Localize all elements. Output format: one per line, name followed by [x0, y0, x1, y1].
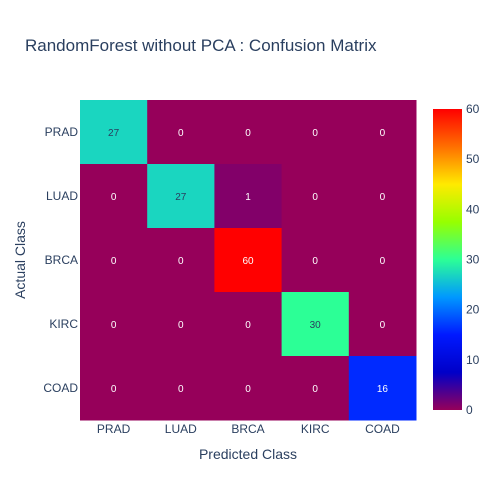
- colorbar-tick-label: 10: [466, 353, 480, 367]
- heatmap-cell: [281, 292, 350, 357]
- cell-value-label: 0: [111, 384, 117, 395]
- heatmap-cell: [348, 100, 417, 165]
- heatmap-cell: [281, 164, 350, 229]
- heatmap-cell: [214, 228, 283, 293]
- x-axis-title: Predicted Class: [199, 446, 297, 462]
- heatmap-cell: [80, 164, 148, 229]
- heatmap-cell: [214, 356, 283, 421]
- colorbar-tick-label: 0: [466, 403, 473, 417]
- heatmap-cells: [80, 100, 417, 421]
- cell-value-label: 0: [245, 384, 251, 395]
- colorbar: [433, 109, 462, 410]
- heatmap-cell: [348, 228, 417, 293]
- x-tick-label: BRCA: [231, 422, 264, 436]
- heatmap-cell: [348, 292, 417, 357]
- heatmap-cell: [281, 100, 350, 165]
- heatmap-cell: [147, 292, 215, 357]
- y-tick-label: LUAD: [46, 189, 78, 203]
- cell-value-label: 0: [245, 128, 251, 139]
- heatmap-cell: [214, 100, 283, 165]
- colorbar-tick-label: 30: [466, 253, 480, 267]
- x-tick-label: COAD: [365, 422, 400, 436]
- colorbar-tick-label: 40: [466, 202, 480, 216]
- y-tick-label: PRAD: [45, 125, 79, 139]
- heatmap-cell: [80, 356, 148, 421]
- cell-value-label: 27: [108, 128, 120, 139]
- cell-value-label: 0: [312, 128, 318, 139]
- cell-value-label: 0: [111, 320, 117, 331]
- heatmap-cell: [147, 164, 215, 229]
- heatmap-cell: [348, 356, 417, 421]
- heatmap-cell: [281, 228, 350, 293]
- cell-value-label: 0: [178, 320, 184, 331]
- x-tick-label: PRAD: [97, 422, 131, 436]
- heatmap-cell-labels: 27 0 0 0 0 0 27 1 0 0 0 0 60 0 0 0 0 0 30 0 0 0 0 0 16: [108, 128, 388, 395]
- y-tick-label: KIRC: [49, 317, 78, 331]
- cell-value-label: 0: [312, 192, 318, 203]
- y-tick-label: BRCA: [45, 253, 78, 267]
- cell-value-label: 0: [380, 320, 386, 331]
- colorbar-tick-label: 60: [466, 102, 480, 116]
- cell-value-label: 0: [380, 128, 386, 139]
- heatmap-cell: [80, 100, 148, 165]
- x-axis-ticks: PRAD LUAD BRCA KIRC COAD: [97, 422, 400, 436]
- cell-value-label: 0: [380, 192, 386, 203]
- heatmap-cell: [147, 356, 215, 421]
- heatmap-cell: [147, 100, 215, 165]
- cell-value-label: 0: [111, 192, 117, 203]
- heatmap-cell: [348, 164, 417, 229]
- cell-value-label: 16: [377, 384, 389, 395]
- y-axis-title: Actual Class: [12, 221, 28, 299]
- y-axis-ticks: PRAD LUAD BRCA KIRC COAD: [43, 125, 78, 395]
- heatmap-cell: [281, 356, 350, 421]
- heatmap-cell: [214, 164, 283, 229]
- x-tick-label: KIRC: [301, 422, 330, 436]
- cell-value-label: 30: [310, 320, 322, 331]
- cell-value-label: 0: [312, 256, 318, 267]
- cell-value-label: 0: [178, 256, 184, 267]
- cell-value-label: 0: [178, 128, 184, 139]
- cell-value-label: 0: [312, 384, 318, 395]
- colorbar-ticks: 0 10 20 30 40 50 60: [466, 102, 480, 417]
- cell-value-label: 1: [245, 192, 251, 203]
- x-tick-label: LUAD: [165, 422, 197, 436]
- heatmap-cell: [214, 292, 283, 357]
- y-tick-label: COAD: [43, 381, 78, 395]
- chart-title: RandomForest without PCA : Confusion Mat…: [25, 36, 377, 55]
- heatmap-cell: [147, 228, 215, 293]
- cell-value-label: 0: [178, 384, 184, 395]
- heatmap-cell: [80, 292, 148, 357]
- cell-value-label: 0: [111, 256, 117, 267]
- cell-value-label: 60: [242, 256, 254, 267]
- cell-value-label: 0: [380, 256, 386, 267]
- colorbar-tick-label: 50: [466, 152, 480, 166]
- colorbar-tick-label: 20: [466, 303, 480, 317]
- heatmap-cell: [80, 228, 148, 293]
- cell-value-label: 27: [175, 192, 187, 203]
- cell-value-label: 0: [245, 320, 251, 331]
